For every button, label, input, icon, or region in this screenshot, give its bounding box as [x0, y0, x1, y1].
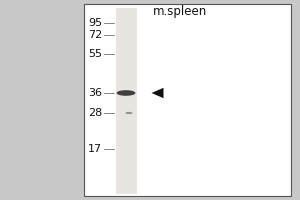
- Text: 95: 95: [88, 18, 102, 28]
- Ellipse shape: [116, 90, 136, 96]
- Text: 36: 36: [88, 88, 102, 98]
- Text: m.spleen: m.spleen: [153, 4, 207, 18]
- Bar: [116, 8, 136, 194]
- Bar: [84, 4, 291, 196]
- Ellipse shape: [125, 112, 133, 114]
- Text: 17: 17: [88, 144, 102, 154]
- Text: 55: 55: [88, 49, 102, 59]
- Text: 72: 72: [88, 30, 102, 40]
- Polygon shape: [152, 88, 164, 98]
- Text: 28: 28: [88, 108, 102, 118]
